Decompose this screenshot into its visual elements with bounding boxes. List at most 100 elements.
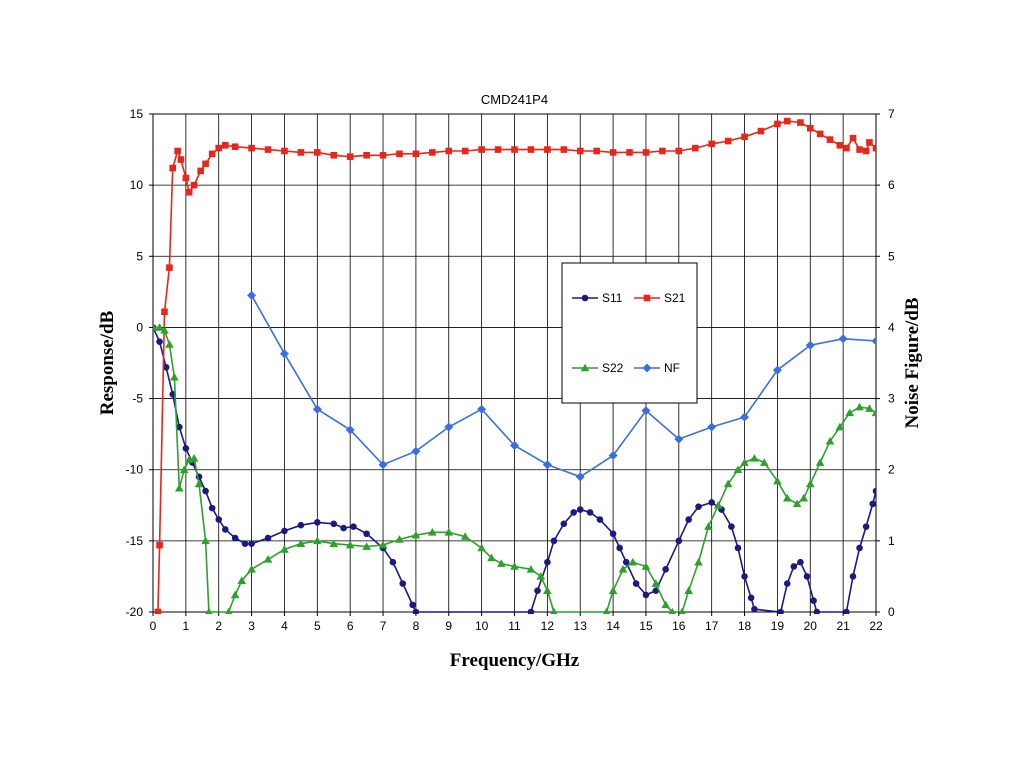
data-point-s22	[477, 543, 486, 552]
x-tick-label: 6	[347, 619, 354, 633]
data-point-s21	[445, 147, 453, 155]
data-point-nf	[510, 441, 519, 451]
data-point-s22	[378, 540, 388, 549]
data-point-s11	[843, 608, 850, 614]
data-point-s22	[345, 540, 355, 549]
x-tick-label: 18	[738, 619, 752, 633]
data-point-s11	[544, 558, 551, 566]
data-point-s22	[723, 479, 733, 488]
legend-swatch-marker	[643, 294, 651, 302]
data-point-nf	[740, 412, 750, 422]
data-point-s21	[862, 147, 870, 155]
data-point-s21	[593, 147, 600, 155]
data-point-s22	[194, 479, 204, 488]
data-point-s22	[411, 530, 421, 539]
data-point-s22	[792, 499, 802, 508]
x-tick-label: 2	[215, 619, 222, 633]
x-tick-label: 8	[413, 619, 420, 633]
data-point-nf	[805, 340, 815, 350]
data-point-s22	[694, 557, 703, 566]
data-point-s21	[691, 144, 699, 152]
data-point-nf	[477, 404, 487, 414]
series-line-nf	[250, 295, 876, 478]
data-point-s21	[856, 146, 863, 153]
data-point-s22	[668, 607, 676, 614]
data-point-s21	[461, 147, 469, 155]
data-point-s22	[510, 562, 519, 570]
data-point-s11	[570, 509, 577, 516]
data-point-s21	[544, 146, 551, 153]
data-point-s11	[728, 523, 735, 530]
legend-label: S21	[664, 291, 686, 305]
data-point-s22	[618, 565, 628, 573]
data-point-s11	[695, 503, 702, 511]
data-point-s22	[678, 607, 686, 614]
data-point-s21	[527, 146, 535, 153]
data-point-s21	[429, 149, 436, 156]
data-point-s22	[205, 607, 213, 614]
data-point-s22	[428, 528, 437, 536]
data-point-s11	[632, 580, 640, 587]
data-point-s11	[810, 597, 817, 604]
y2-tick-label: 0	[888, 605, 895, 619]
data-point-s11	[248, 540, 255, 548]
data-point-s21	[208, 150, 216, 158]
data-point-s22	[174, 483, 184, 492]
data-point-s22	[805, 479, 815, 488]
data-point-s21	[757, 127, 765, 135]
data-point-s21	[724, 137, 732, 145]
x-tick-label: 10	[475, 619, 489, 633]
data-point-s21	[363, 151, 370, 159]
data-point-s11	[856, 544, 863, 552]
data-point-s22	[225, 607, 233, 614]
y-tick-label: -10	[126, 463, 144, 477]
data-point-s22	[170, 372, 179, 381]
data-point-s21	[222, 142, 229, 149]
data-point-s21	[182, 174, 190, 182]
legend-box	[561, 262, 698, 404]
data-point-s22	[799, 493, 808, 502]
x-tick-label: 13	[574, 619, 588, 633]
data-point-s22	[782, 493, 792, 502]
data-point-s22	[460, 532, 470, 540]
data-point-s21	[154, 608, 162, 614]
axis-layer: 0 1 2 3 4 5 6 7 8 9 10 11 12 13 14 15 16 17 18 19 20 21 221510…	[126, 107, 895, 633]
data-point-nf	[838, 334, 848, 344]
legend-item-s22: S22	[572, 361, 624, 375]
data-point-s11	[208, 504, 216, 512]
data-point-s11	[596, 516, 604, 523]
data-point-s21	[231, 143, 239, 151]
data-point-s21	[826, 136, 834, 143]
x-tick-label: 11	[508, 619, 521, 633]
data-point-s11	[350, 523, 357, 530]
data-point-s22	[750, 454, 759, 462]
data-point-s21	[774, 120, 781, 128]
data-point-s11	[652, 587, 660, 594]
data-point-s21	[576, 147, 584, 155]
data-point-s11	[560, 520, 568, 528]
data-point-s22	[237, 576, 247, 584]
data-point-s22	[855, 402, 864, 411]
data-point-s22	[713, 500, 723, 509]
data-point-nf	[674, 434, 684, 444]
data-point-s11	[622, 558, 630, 566]
data-point-s22	[825, 436, 835, 445]
data-point-s22	[263, 555, 273, 563]
data-point-nf	[247, 290, 257, 300]
y-tick-label: 10	[130, 178, 144, 192]
data-point-s21	[412, 150, 420, 158]
legend-label: NF	[664, 361, 680, 375]
x-tick-label: 15	[639, 619, 653, 633]
data-point-s21	[783, 117, 791, 125]
data-point-s21	[659, 147, 666, 155]
y2-tick-label: 3	[888, 392, 895, 406]
data-point-s21	[177, 156, 185, 163]
series-nf	[247, 290, 876, 482]
series-s22	[153, 323, 876, 614]
data-point-s21	[202, 160, 209, 168]
data-point-s21	[314, 149, 321, 156]
data-point-s22	[608, 586, 618, 594]
data-point-s21	[346, 153, 354, 160]
data-point-s21	[174, 147, 181, 155]
